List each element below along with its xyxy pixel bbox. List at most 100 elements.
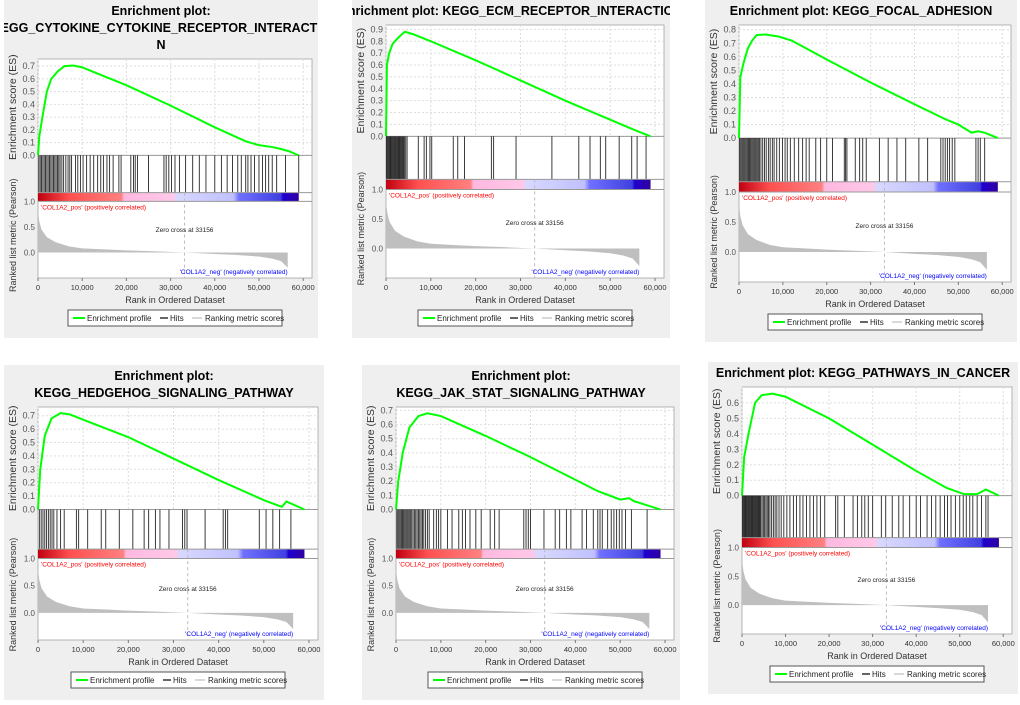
legend: Enrichment profile Hits Ranking metric sco… [427, 671, 644, 689]
ranked-tick-label: 0.0 [382, 609, 394, 618]
plot-area [738, 24, 1012, 283]
es-tick-label: 0.4 [726, 429, 739, 439]
rank-colorbar [38, 549, 305, 559]
ranked-tick-label: 0.5 [372, 215, 384, 224]
es-tick-label: 0.6 [22, 424, 35, 434]
es-tick-label: 0.2 [726, 460, 739, 470]
es-tick-label: 0.6 [370, 60, 383, 70]
es-tick-label: 0.4 [723, 79, 736, 89]
x-tick-label: 40,000 [203, 283, 226, 292]
rank-colorbar [396, 549, 661, 559]
ranked-axis-label: Ranked list metric (Pearson) [8, 538, 18, 652]
positive-label: 'COL1A2_pos' (positively correlated) [745, 551, 850, 558]
es-tick-label: 0.2 [370, 108, 383, 118]
ranked-tick-label: 0.5 [382, 582, 394, 591]
legend-ranked-label: Ranking metric scores [565, 676, 644, 685]
enrichment-plot-svg: Enrichment plot: KEGG_HEDGEHOG_SIGNALING_… [7, 369, 320, 689]
ranked-tick-label: 0.0 [24, 609, 36, 618]
zero-cross-label: Zero cross at 33156 [156, 227, 214, 234]
ranked-axis-label: Ranked list metric (Pearson) [709, 175, 719, 289]
es-axis-label: Enrichment score (ES) [355, 28, 367, 134]
x-tick-label: 0 [740, 639, 744, 648]
zero-cross-label: Zero cross at 33156 [856, 223, 914, 230]
negative-label: 'COL1A2_neg' (negatively correlated) [180, 269, 288, 276]
plot-title: KEGG_HEDGEHOG_SIGNALING_PATHWAY [34, 386, 294, 400]
x-tick-label: 0 [737, 287, 741, 296]
ranked-axis-label: Ranked list metric (Pearson) [712, 529, 722, 643]
x-tick-label: 20,000 [464, 283, 487, 292]
es-curve [395, 412, 661, 511]
es-axis-label: Enrichment score (ES) [7, 54, 19, 160]
es-tick-label: 0.7 [22, 411, 35, 421]
es-tick-label: 0.3 [723, 92, 736, 102]
plot-area [741, 386, 1013, 635]
enrichment-plot-svg: Enrichment plot: KEGG_PATHWAYS_IN_CANCER… [711, 366, 1015, 683]
legend-box [427, 671, 643, 689]
legend-hits-label: Hits [872, 670, 886, 679]
ranked-tick-label: 0.5 [24, 582, 36, 591]
es-tick-label: 0.5 [370, 72, 383, 82]
zero-cross-label: Zero cross at 33156 [159, 586, 217, 593]
x-tick-label: 40,000 [905, 639, 928, 648]
es-tick-label: 0.0 [726, 491, 739, 501]
positive-label: 'COL1A2_pos' (positively correlated) [389, 192, 494, 199]
legend: Enrichment profile Hits Ranking metric sco… [769, 665, 986, 683]
legend: Enrichment profile Hits Ranking metric sco… [70, 671, 287, 689]
ranked-axis-label: Ranked list metric (Pearson) [366, 538, 376, 652]
es-tick-label: 0.1 [723, 120, 736, 130]
es-tick-label: 0.3 [380, 462, 393, 472]
zero-cross-label: Zero cross at 33156 [857, 577, 915, 584]
enrichment-plot-svg: Enrichment plot: KEGG_CYTOKINE_CYTOKINE_R… [0, 4, 331, 327]
ranked-tick-label: 0.5 [728, 572, 740, 581]
legend: Enrichment profile Hits Ranking metric sco… [417, 309, 634, 327]
es-curve [37, 64, 300, 157]
legend-hits-label: Hits [520, 314, 534, 323]
ranked-axis-label: Ranked list metric (Pearson) [8, 179, 18, 293]
rank-colorbar [38, 192, 299, 202]
es-tick-label: 0.9 [370, 24, 383, 34]
legend: Enrichment profile Hits Ranking metric sco… [767, 313, 984, 331]
x-tick-label: 50,000 [948, 639, 971, 648]
x-tick-label: 20,000 [117, 645, 140, 654]
negative-label: 'COL1A2_neg' (negatively correlated) [541, 631, 649, 638]
ranked-tick-label: 0.0 [728, 601, 740, 610]
hits-track [38, 509, 292, 550]
x-tick-label: 60,000 [644, 283, 667, 292]
legend-box [70, 671, 286, 689]
plot-title: Enrichment plot: KEGG_PATHWAYS_IN_CANCER [716, 366, 1010, 380]
es-tick-label: 0.6 [726, 398, 739, 408]
es-curve [741, 392, 1000, 497]
es-tick-label: 0.7 [723, 38, 736, 48]
x-tick-label: 40,000 [554, 283, 577, 292]
negative-label: 'COL1A2_neg' (negatively correlated) [531, 269, 639, 276]
x-tick-label: 30,000 [519, 645, 542, 654]
es-tick-label: 0.4 [22, 99, 35, 109]
plot-title: Enrichment plot: KEGG_FOCAL_ADHESION [730, 4, 993, 18]
es-tick-label: 0.2 [22, 478, 35, 488]
x-tick-label: 0 [36, 283, 40, 292]
plot-title: Enrichment plot: [111, 4, 210, 18]
ranked-metric-area [742, 559, 989, 623]
ranked-tick-label: 1.0 [382, 554, 394, 563]
es-axis-label: Enrichment score (ES) [708, 29, 720, 135]
es-tick-label: 0.1 [22, 138, 35, 148]
es-tick-label: 0.3 [726, 444, 739, 454]
rank-colorbar [742, 537, 999, 548]
x-tick-label: 40,000 [564, 645, 587, 654]
es-tick-label: 0.5 [726, 413, 739, 423]
es-tick-label: 0.6 [380, 420, 393, 430]
hits-track [396, 509, 648, 550]
es-curve [37, 411, 305, 511]
legend-es-label: Enrichment profile [787, 318, 852, 327]
ranked-tick-label: 0.0 [725, 248, 737, 257]
ranked-axis-label: Ranked list metric (Pearson) [356, 172, 366, 286]
es-tick-label: 0.3 [22, 464, 35, 474]
ranked-metric-area [739, 204, 987, 271]
x-tick-label: 10,000 [771, 287, 794, 296]
negative-label: 'COL1A2_neg' (negatively correlated) [880, 625, 988, 632]
es-axis-label: Enrichment score (ES) [365, 405, 377, 511]
plot-title: KEGG_JAK_STAT_SIGNALING_PATHWAY [396, 386, 646, 400]
x-tick-label: 60,000 [654, 645, 677, 654]
ranked-tick-label: 0.5 [725, 218, 737, 227]
hits-track [741, 495, 989, 538]
